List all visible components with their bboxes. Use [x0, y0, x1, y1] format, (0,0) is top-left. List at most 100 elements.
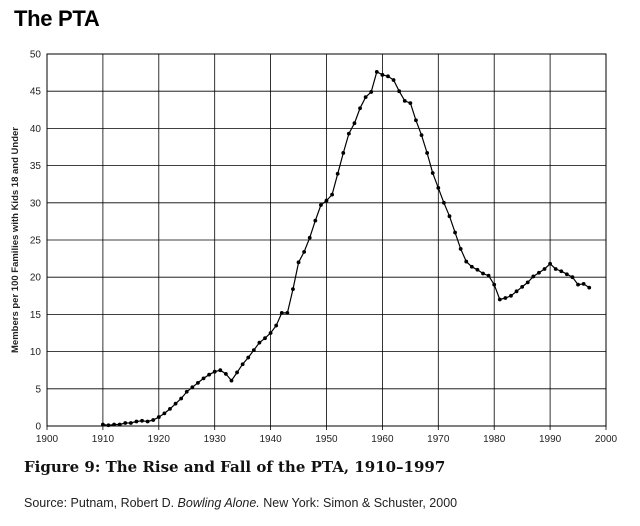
data-point: [201, 376, 206, 381]
data-point: [402, 98, 407, 103]
y-tick-label: 20: [30, 273, 42, 284]
data-point: [101, 422, 105, 427]
data-point: [548, 261, 552, 266]
y-tick-label: 15: [30, 310, 42, 321]
data-point: [430, 171, 435, 175]
data-point: [240, 362, 245, 367]
data-point: [374, 69, 379, 74]
data-point: [218, 368, 223, 373]
data-point: [291, 287, 295, 292]
data-point: [123, 421, 128, 425]
data-point: [486, 273, 491, 278]
data-point: [168, 406, 172, 411]
data-point: [414, 118, 418, 123]
data-point: [184, 389, 189, 394]
data-point: [509, 293, 513, 298]
y-tick-label: 50: [30, 50, 42, 61]
data-point: [525, 280, 530, 285]
source-suffix: New York: Simon & Schuster, 2000: [259, 496, 458, 510]
data-point: [145, 419, 150, 424]
x-tick-label: 1980: [483, 434, 506, 445]
data-point: [537, 270, 541, 275]
data-point: [453, 230, 457, 235]
data-point: [112, 422, 116, 427]
y-tick-label: 30: [30, 198, 42, 209]
page-title: The PTA: [14, 6, 100, 31]
data-point: [162, 411, 167, 416]
grid-lines: [46, 53, 607, 430]
data-point: [346, 131, 351, 136]
data-point: [587, 285, 592, 290]
data-point: [503, 296, 508, 300]
data-point: [464, 259, 469, 264]
data-point: [576, 282, 580, 287]
data-point: [481, 271, 485, 276]
y-tick-label: 35: [30, 161, 42, 172]
data-point: [335, 171, 340, 176]
data-point: [302, 250, 307, 254]
x-tick-label: 1900: [36, 434, 59, 445]
data-point: [223, 372, 228, 376]
y-tick-label: 5: [35, 384, 41, 395]
data-point: [559, 269, 564, 274]
data-point: [564, 272, 569, 277]
data-point: [358, 106, 362, 111]
data-point: [363, 95, 368, 100]
axis-tick-labels: 0 5 10 15 20 25 30 35 40 45 50 1900 1910 1920 1930 1940…: [30, 50, 618, 446]
data-point: [229, 378, 234, 383]
data-point: [246, 355, 251, 360]
data-point: [207, 372, 212, 377]
data-point: [140, 418, 144, 423]
x-tick-label: 1960: [371, 434, 394, 445]
data-point: [212, 369, 217, 374]
data-point: [263, 336, 267, 341]
data-point: [341, 151, 346, 155]
data-point: [391, 78, 396, 82]
data-point: [419, 133, 424, 137]
x-tick-label: 1990: [539, 434, 562, 445]
x-tick-label: 1920: [148, 434, 171, 445]
data-point: [408, 101, 413, 106]
data-point: [497, 297, 502, 302]
data-point: [352, 121, 357, 126]
data-point: [134, 419, 139, 424]
data-point: [128, 421, 133, 425]
data-point: [492, 282, 497, 287]
x-tick-label: 1970: [427, 434, 450, 445]
x-tick-label: 1930: [204, 434, 227, 445]
data-point: [531, 274, 536, 279]
data-point: [196, 380, 200, 385]
data-point: [441, 200, 446, 205]
data-point: [257, 340, 262, 345]
x-tick-label: 1940: [259, 434, 282, 445]
source-book-title: Bowling Alone.: [177, 496, 260, 510]
source-citation: Source: Putnam, Robert D. Bowling Alone.…: [24, 496, 457, 510]
data-point: [251, 348, 256, 353]
data-point: [330, 192, 334, 197]
data-point: [475, 267, 480, 272]
figure-caption: Figure 9: The Rise and Fall of the PTA, …: [24, 458, 446, 476]
data-point: [469, 264, 474, 269]
x-tick-label: 1950: [315, 434, 338, 445]
line-chart: 0 5 10 15 20 25 30 35 40 45 50 1900 1910 1920 1930 1940…: [10, 50, 618, 446]
data-point: [235, 370, 239, 375]
data-point: [106, 423, 111, 428]
data-point: [514, 289, 519, 294]
data-point: [313, 218, 318, 223]
data-point: [117, 422, 122, 427]
pta-membership-line: [102, 71, 590, 426]
data-point: [520, 284, 525, 289]
y-tick-label: 25: [30, 236, 42, 247]
data-point: [369, 90, 374, 94]
plot-area-border: [46, 53, 607, 427]
y-tick-label: 0: [35, 422, 41, 433]
data-point: [447, 214, 452, 219]
x-tick-label: 2000: [595, 434, 618, 445]
y-axis-label: Members per 100 Families with Kids 18 an…: [10, 127, 21, 353]
y-tick-label: 40: [30, 124, 42, 135]
data-point: [553, 267, 558, 271]
data-point: [190, 385, 195, 390]
data-points: [101, 69, 592, 428]
data-point: [151, 418, 156, 422]
data-point: [425, 151, 430, 155]
